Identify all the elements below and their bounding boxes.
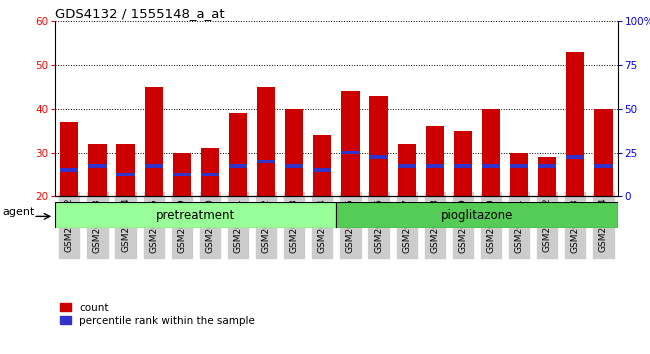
Bar [538, 157, 556, 196]
Bar [257, 87, 275, 196]
Bar [60, 169, 79, 172]
Bar [257, 160, 275, 163]
Bar [229, 113, 247, 196]
Text: GDS4132 / 1555148_a_at: GDS4132 / 1555148_a_at [55, 7, 225, 20]
Bar [369, 96, 387, 196]
Bar [510, 153, 528, 196]
Bar [313, 135, 332, 196]
Text: pretreatment: pretreatment [156, 209, 235, 222]
Bar [173, 153, 191, 196]
Bar [313, 169, 332, 172]
Bar [337, 202, 618, 228]
Text: pioglitazone: pioglitazone [441, 209, 513, 222]
Bar [369, 155, 387, 159]
Bar [88, 144, 107, 196]
Bar [88, 164, 107, 167]
Bar [594, 109, 612, 196]
Bar [201, 173, 219, 176]
Bar [454, 164, 472, 167]
Bar [594, 164, 612, 167]
Bar [341, 91, 359, 196]
Bar [229, 164, 247, 167]
Bar [426, 126, 444, 196]
Bar [566, 52, 584, 196]
Bar [55, 202, 337, 228]
Bar [60, 122, 79, 196]
Bar [482, 164, 500, 167]
Bar [398, 144, 416, 196]
Bar [173, 173, 191, 176]
Bar [285, 164, 304, 167]
Bar [398, 164, 416, 167]
Bar [454, 131, 472, 196]
Bar [144, 164, 162, 167]
Bar [538, 164, 556, 167]
Bar [482, 109, 500, 196]
Bar [510, 164, 528, 167]
Bar [426, 164, 444, 167]
Bar [144, 87, 162, 196]
Bar [285, 109, 304, 196]
Legend: count, percentile rank within the sample: count, percentile rank within the sample [60, 303, 255, 326]
Bar [116, 173, 135, 176]
Bar [341, 151, 359, 154]
Bar [201, 148, 219, 196]
Bar [566, 155, 584, 159]
Bar [116, 144, 135, 196]
Text: agent: agent [3, 207, 35, 217]
